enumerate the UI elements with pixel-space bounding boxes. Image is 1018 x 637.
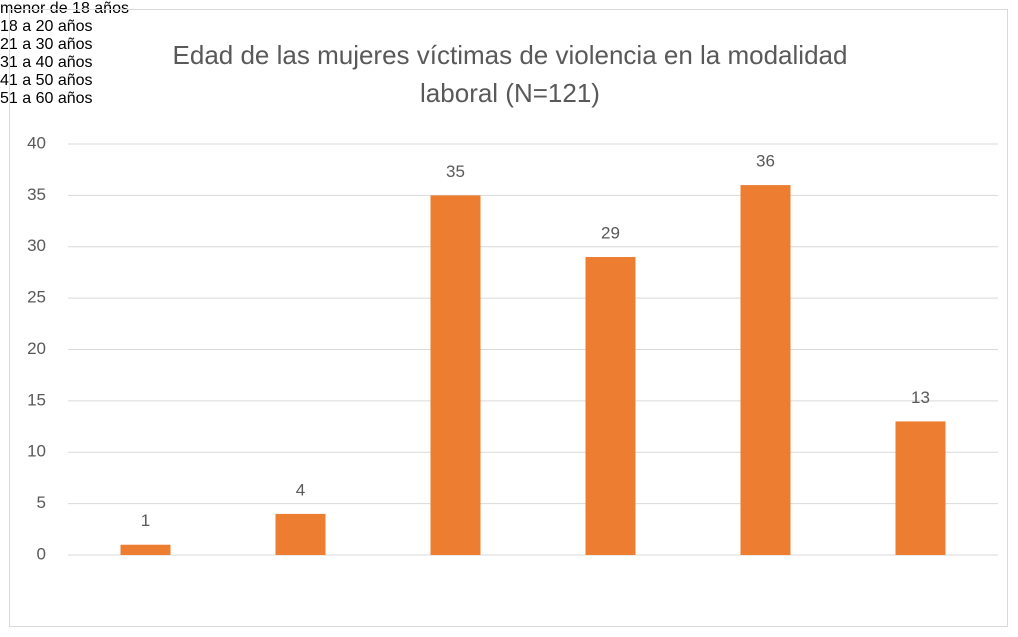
data-label: 29 (601, 224, 620, 243)
y-tick-label: 10 (27, 442, 46, 461)
bar (740, 185, 791, 555)
x-tick-label: 18 a 20 años (0, 18, 93, 35)
y-tick-label: 25 (27, 288, 46, 307)
y-tick-label: 30 (27, 236, 46, 255)
data-label: 4 (296, 480, 305, 499)
y-tick-label: 15 (27, 390, 46, 409)
y-tick-label: 20 (27, 339, 46, 358)
bar (120, 544, 171, 555)
chart-border (9, 9, 1008, 627)
y-tick-label: 0 (37, 544, 46, 563)
y-tick-label: 35 (27, 185, 46, 204)
x-tick-label: 41 a 50 años (0, 72, 93, 89)
x-tick-label: 31 a 40 años (0, 54, 93, 71)
y-tick-label: 40 (27, 133, 46, 152)
x-tick-label: menor de 18 años (0, 0, 129, 17)
data-label: 35 (446, 162, 465, 181)
bar (895, 421, 946, 555)
x-tick-label: 51 a 60 años (0, 90, 93, 107)
data-label: 13 (911, 388, 930, 407)
x-tick-label: 21 a 30 años (0, 36, 93, 53)
y-tick-label: 5 (37, 493, 46, 512)
data-label: 1 (141, 511, 150, 530)
bar (430, 195, 481, 555)
bar (275, 513, 326, 555)
bar (585, 257, 636, 555)
chart-title: Edad de las mujeres víctimas de violenci… (172, 40, 848, 108)
data-label: 36 (756, 152, 775, 171)
